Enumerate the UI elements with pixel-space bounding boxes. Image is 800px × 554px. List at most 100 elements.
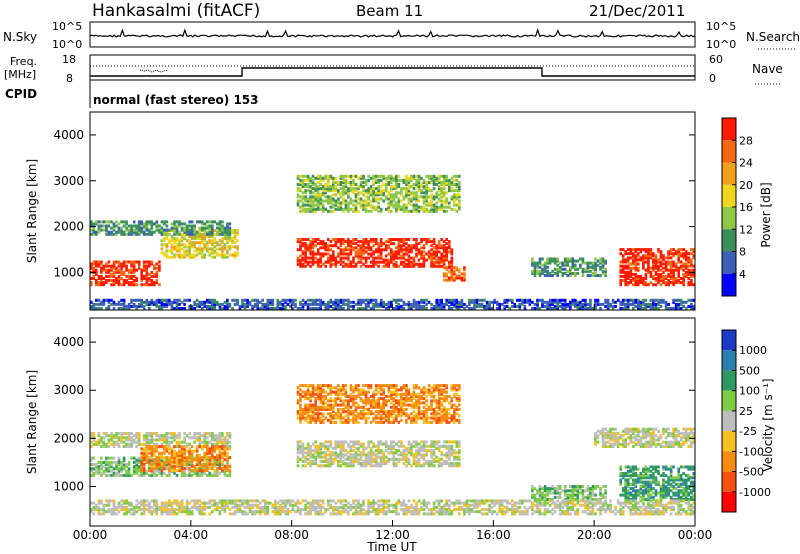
- range-cell: [221, 463, 224, 467]
- range-cell: [574, 271, 577, 275]
- range-cell: [150, 471, 154, 475]
- range-cell: [397, 302, 401, 306]
- range-cell: [170, 460, 174, 464]
- range-cell: [314, 403, 317, 407]
- range-cell: [362, 252, 365, 256]
- range-cell: [372, 187, 375, 191]
- range-cell: [299, 244, 302, 248]
- range-cell: [354, 246, 358, 250]
- range-cell: [206, 304, 209, 308]
- range-cell: [107, 434, 111, 438]
- range-cell: [576, 302, 580, 306]
- range-cell: [647, 250, 650, 254]
- range-cell: [117, 436, 121, 440]
- range-cell: [170, 302, 174, 306]
- range-cell: [450, 197, 454, 201]
- range-cell: [299, 238, 302, 241]
- range-cell: [165, 449, 169, 453]
- range-cell: [405, 181, 408, 184]
- range-cell: [178, 243, 181, 247]
- range-cell: [198, 438, 201, 442]
- range-cell: [137, 224, 141, 228]
- range-cell: [153, 460, 156, 464]
- range-cell: [211, 243, 214, 247]
- range-cell: [357, 176, 360, 180]
- range-cell: [206, 469, 209, 473]
- range-cell: [347, 181, 350, 184]
- range-cell: [626, 274, 630, 278]
- range-cell: [589, 265, 592, 269]
- range-cell: [170, 249, 174, 253]
- range-cell: [127, 434, 131, 438]
- range-cell: [372, 250, 375, 254]
- range-cell: [117, 262, 121, 266]
- range-cell: [498, 307, 501, 310]
- range-cell: [150, 458, 154, 462]
- range-cell: [458, 199, 461, 203]
- range-cell: [548, 261, 552, 265]
- range-cell: [228, 447, 232, 451]
- range-cell: [599, 265, 602, 269]
- range-cell: [226, 228, 229, 232]
- range-cell: [337, 392, 340, 396]
- range-cell: [145, 281, 149, 285]
- range-cell: [173, 298, 176, 302]
- range-cell: [107, 220, 111, 224]
- range-cell: [216, 302, 219, 306]
- range-cell: [105, 262, 108, 266]
- range-cell: [175, 473, 179, 477]
- range-cell: [377, 254, 380, 258]
- range-cell: [430, 453, 433, 457]
- range-cell: [624, 260, 627, 264]
- range-cell: [203, 222, 206, 226]
- range-cell: [440, 195, 443, 199]
- range-cell: [112, 226, 116, 230]
- range-cell: [122, 445, 126, 448]
- range-cell: [551, 298, 554, 302]
- range-cell: [611, 307, 615, 310]
- range-cell: [342, 459, 345, 463]
- range-cell: [634, 256, 638, 260]
- range-cell: [392, 453, 396, 457]
- range-cell: [619, 252, 622, 256]
- range-cell: [190, 453, 194, 457]
- range-cell: [195, 456, 199, 460]
- range-cell: [125, 445, 128, 448]
- range-cell: [97, 442, 101, 446]
- range-cell: [120, 264, 123, 268]
- range-cell: [440, 307, 443, 310]
- range-cell: [233, 253, 237, 257]
- range-cell: [412, 203, 416, 207]
- range-cell: [110, 298, 113, 302]
- range-cell: [473, 307, 476, 310]
- range-cell: [337, 246, 340, 250]
- range-cell: [211, 226, 214, 230]
- range-cell: [327, 183, 330, 186]
- range-cell: [213, 445, 217, 449]
- range-cell: [163, 228, 166, 232]
- range-cell: [674, 279, 678, 282]
- range-cell: [117, 230, 121, 234]
- range-cell: [137, 226, 141, 230]
- range-cell: [339, 195, 343, 199]
- range-cell: [188, 432, 191, 435]
- range-cell: [216, 233, 219, 236]
- range-cell: [183, 253, 186, 257]
- range-cell: [407, 199, 411, 203]
- range-cell: [299, 205, 302, 209]
- range-cell: [100, 465, 103, 469]
- range-cell: [316, 412, 320, 416]
- range-cell: [112, 460, 116, 464]
- range-cell: [347, 264, 350, 268]
- range-cell: [248, 302, 252, 306]
- range-cell: [178, 442, 181, 446]
- range-cell: [556, 267, 559, 271]
- range-cell: [405, 242, 408, 246]
- range-cell: [415, 262, 418, 266]
- range-cell: [352, 459, 355, 463]
- range-cell: [117, 467, 121, 471]
- range-cell: [417, 464, 421, 468]
- range-cell: [344, 252, 348, 256]
- range-cell: [377, 444, 380, 448]
- range-cell: [407, 209, 411, 213]
